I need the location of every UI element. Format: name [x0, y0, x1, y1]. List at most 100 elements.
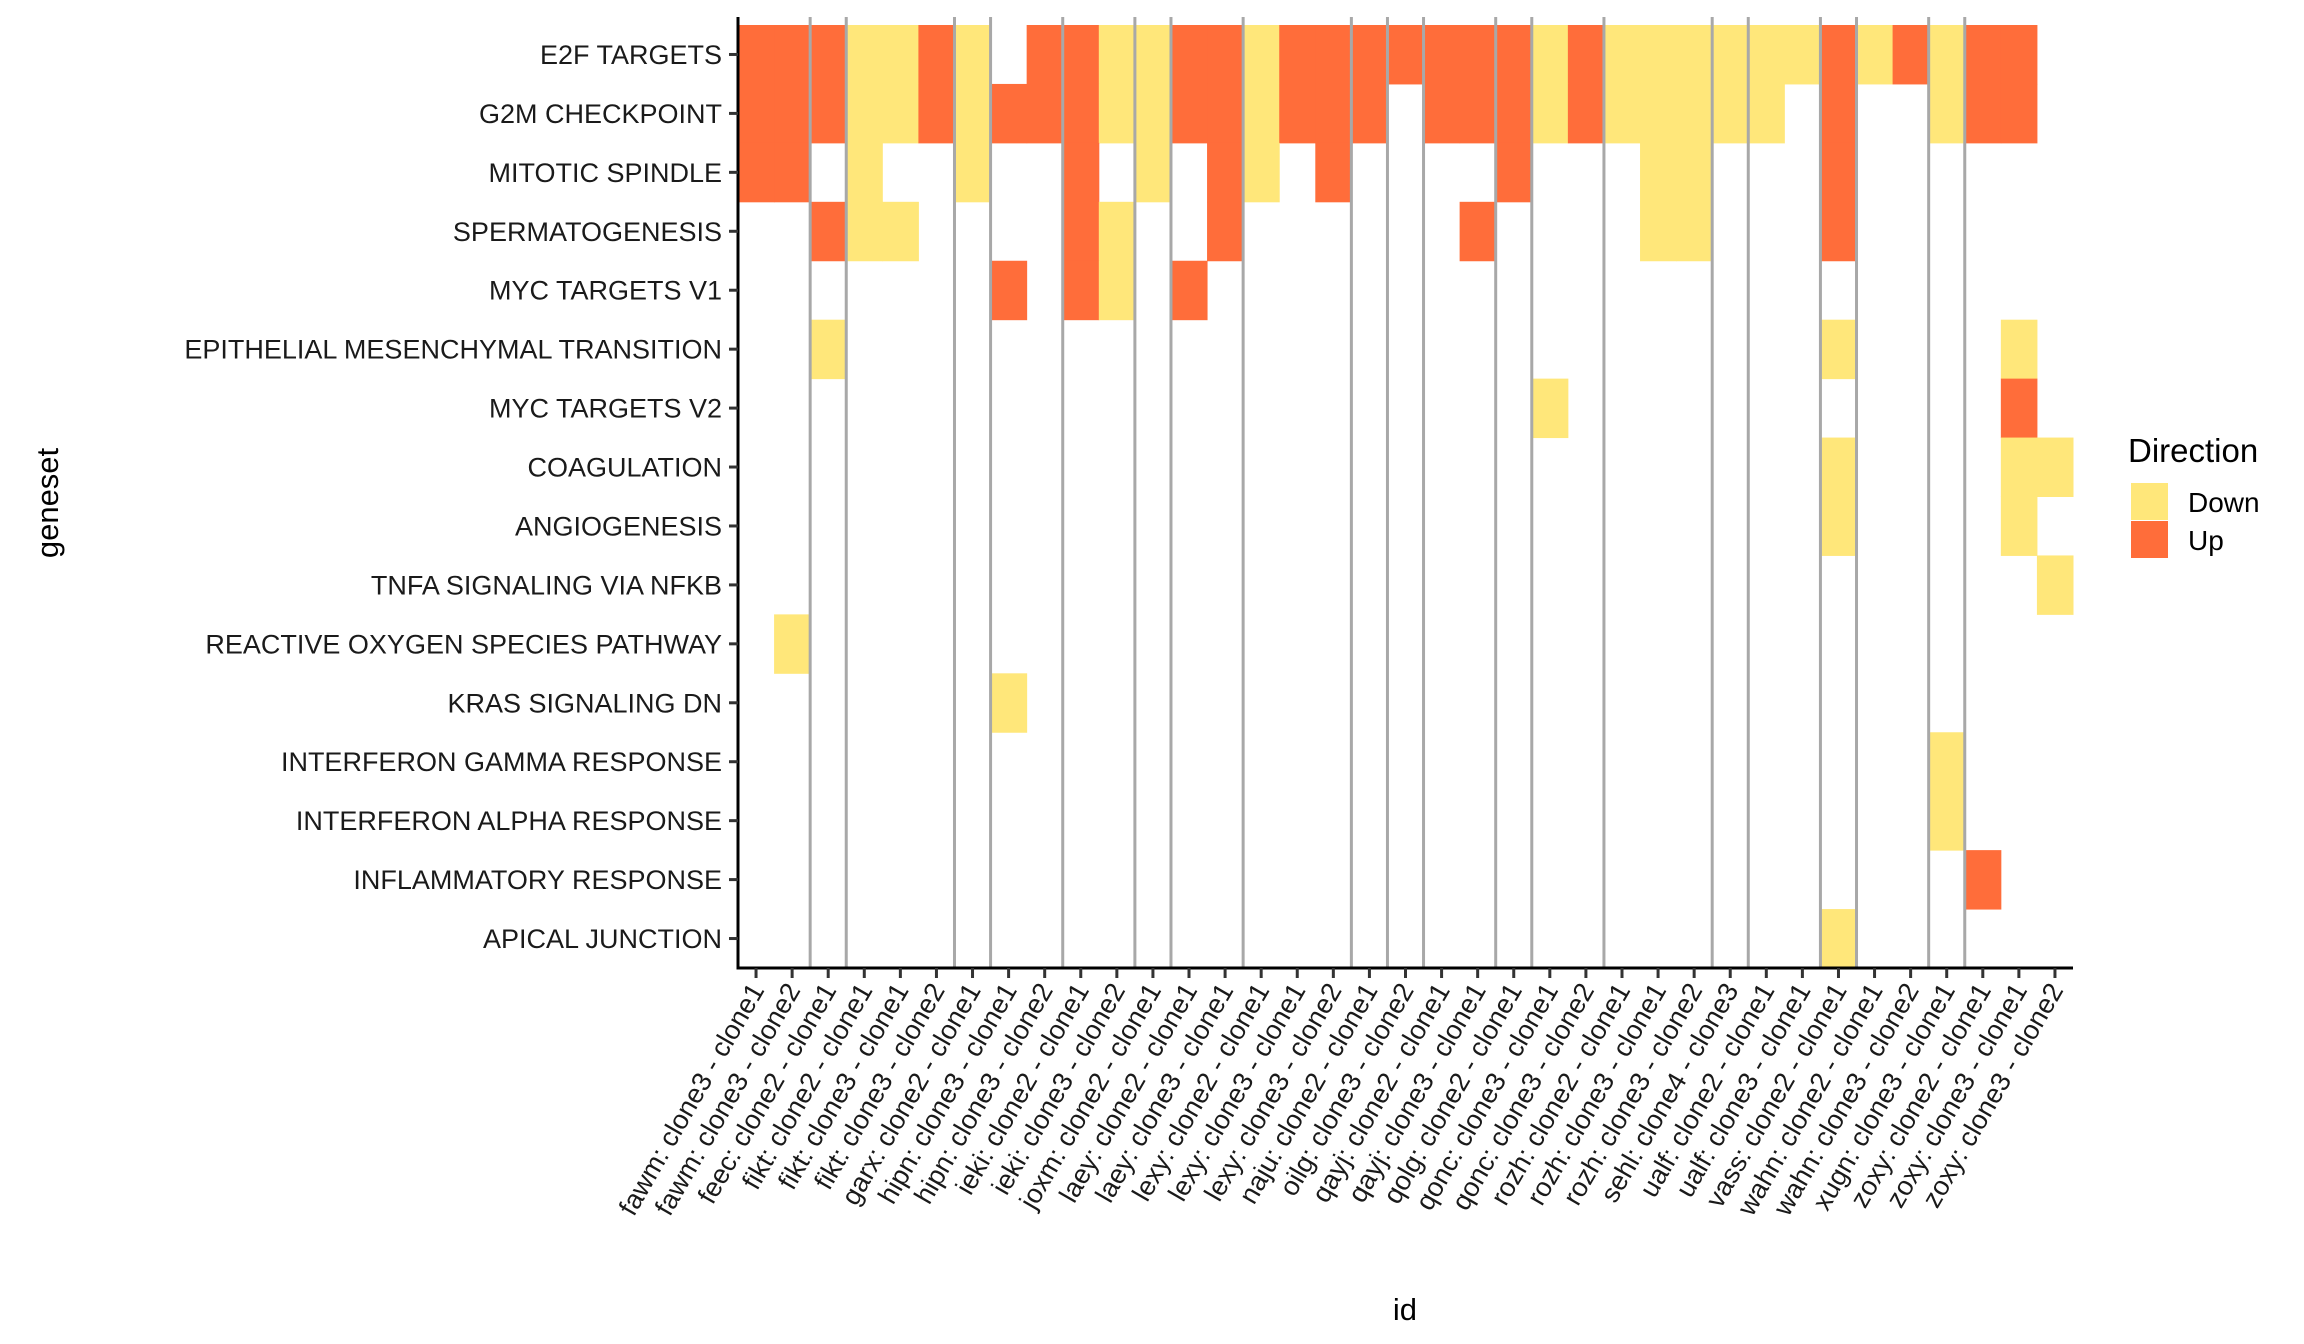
heatmap-cell	[1387, 25, 1425, 85]
heatmap-cell	[1134, 142, 1172, 203]
heatmap-cell	[2000, 83, 2038, 144]
heatmap-cell	[1062, 260, 1100, 321]
heatmap-cell	[1567, 83, 1605, 144]
y-tick-label: MYC TARGETS V1	[489, 276, 722, 306]
heatmap-cell	[1603, 25, 1641, 85]
heatmap-cell	[1712, 83, 1749, 144]
y-tick-label: MITOTIC SPINDLE	[488, 158, 722, 188]
heatmap-cell	[1964, 25, 2002, 85]
heatmap-cell	[990, 673, 1028, 733]
heatmap-cell	[1170, 260, 1208, 321]
y-tick-label: TNFA SIGNALING VIA NFKB	[371, 570, 722, 600]
heatmap-cell	[1134, 25, 1172, 85]
heatmap-cell	[1676, 83, 1713, 144]
heatmap-cell	[1170, 83, 1208, 144]
heatmap-cell	[882, 25, 919, 85]
heatmap-cell	[1603, 83, 1641, 144]
heatmap-cell	[1459, 201, 1497, 262]
y-tick-label: INTERFERON GAMMA RESPONSE	[281, 747, 722, 777]
heatmap-cell	[1062, 25, 1100, 85]
heatmap-cell	[1928, 83, 1966, 144]
heatmap-cell	[1062, 201, 1100, 262]
heatmap-cell	[2036, 437, 2074, 497]
heatmap-cell	[810, 25, 847, 85]
legend-label-up: Up	[2188, 525, 2224, 556]
heatmap-cell	[1676, 25, 1713, 85]
heatmap-cell	[2000, 378, 2038, 439]
legend-key-up	[2131, 521, 2168, 558]
heatmap-cell	[1423, 25, 1461, 85]
heatmap-cell	[1207, 142, 1244, 203]
heatmap-cell	[1748, 83, 1785, 144]
heatmap-cell	[1820, 909, 1858, 969]
y-tick-label: SPERMATOGENESIS	[453, 217, 722, 247]
heatmap-cell	[1820, 437, 1858, 497]
heatmap-cell	[1495, 83, 1533, 144]
heatmap-cell	[1531, 83, 1569, 144]
heatmap-cell	[1640, 142, 1677, 203]
heatmap-cell	[2000, 25, 2038, 85]
heatmap-cell	[954, 83, 992, 144]
heatmap-cell	[1928, 732, 1966, 792]
heatmap-cell	[1640, 25, 1677, 85]
heatmap-cell	[2000, 319, 2038, 380]
heatmap-cell	[846, 201, 883, 262]
heatmap-cell	[846, 25, 883, 85]
heatmap-cell	[1423, 83, 1461, 144]
y-tick-label: APICAL JUNCTION	[483, 924, 722, 954]
heatmap-cell	[738, 142, 775, 203]
heatmap-cell	[1495, 142, 1533, 203]
heatmap-cell	[738, 83, 775, 144]
heatmap-cell	[1134, 83, 1172, 144]
heatmap-cell	[882, 83, 919, 144]
heatmap-cell	[1279, 25, 1316, 85]
heatmap-cell	[1748, 25, 1785, 85]
heatmap-cell	[1098, 25, 1136, 85]
heatmap-cell	[2036, 555, 2074, 615]
heatmap-cell	[1964, 83, 2002, 144]
heatmap-cell	[1315, 25, 1352, 85]
heatmap-cell	[1567, 25, 1605, 85]
heatmap-cell	[882, 201, 919, 262]
heatmap-cell	[1098, 83, 1136, 144]
heatmap-cell	[1243, 83, 1280, 144]
heatmap-cell	[846, 142, 883, 203]
heatmap-cell	[1098, 201, 1136, 262]
heatmap-cell	[1640, 201, 1677, 262]
heatmap-cell	[1820, 496, 1858, 556]
y-tick-label: G2M CHECKPOINT	[479, 99, 722, 129]
heatmap-cell	[774, 83, 811, 144]
heatmap-cell	[1170, 25, 1208, 85]
heatmap-cell	[1964, 850, 2002, 910]
y-tick-label: ANGIOGENESIS	[515, 511, 722, 541]
heatmap-cell	[1207, 83, 1244, 144]
heatmap-cell	[1820, 319, 1858, 380]
heatmap-cell	[1351, 83, 1388, 144]
y-tick-label: COAGULATION	[527, 453, 722, 483]
heatmap-cell	[954, 25, 992, 85]
heatmap-cell	[1026, 25, 1064, 85]
heatmap-cell	[738, 25, 775, 85]
y-tick-label: KRAS SIGNALING DN	[447, 688, 722, 718]
heatmap-cell	[1062, 142, 1100, 203]
heatmap-cell	[774, 142, 811, 203]
legend-label-down: Down	[2188, 487, 2260, 518]
heatmap-cell	[1459, 83, 1497, 144]
heatmap-cell	[810, 83, 847, 144]
heatmap-cell	[1928, 791, 1966, 851]
y-tick-label: INTERFERON ALPHA RESPONSE	[296, 806, 722, 836]
heatmap-cell	[1820, 142, 1858, 203]
heatmap-cell	[1243, 25, 1280, 85]
y-axis: E2F TARGETS G2M CHECKPOINT MITOTIC SPINDLE…	[184, 17, 740, 970]
heatmap-cell	[954, 142, 992, 203]
y-axis-title: geneset	[30, 447, 65, 558]
y-tick-label: E2F TARGETS	[540, 40, 722, 70]
heatmap-cell	[1098, 260, 1136, 321]
heatmap-cell	[2000, 437, 2038, 497]
heatmap-cell	[918, 83, 955, 144]
heatmap-cell	[810, 319, 847, 380]
heatmap-cells	[738, 25, 2074, 969]
heatmap-cell	[1207, 25, 1244, 85]
